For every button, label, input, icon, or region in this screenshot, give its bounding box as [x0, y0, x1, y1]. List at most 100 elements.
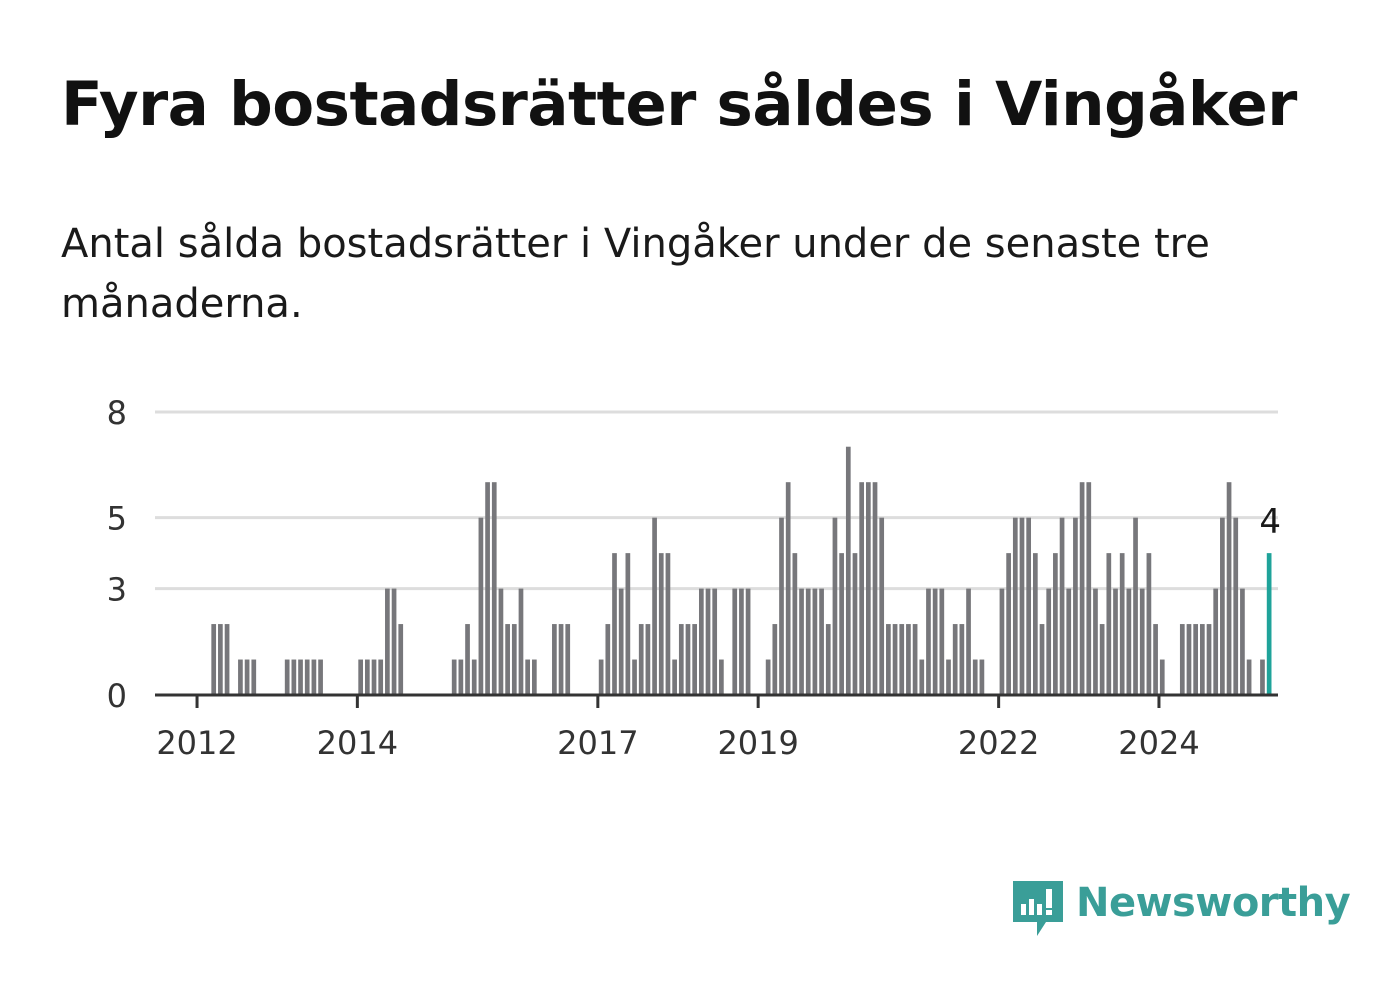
bar: [912, 624, 918, 695]
bar: [1139, 588, 1145, 695]
bar: [605, 624, 611, 695]
bar: [879, 517, 885, 695]
bar: [1039, 624, 1045, 695]
bar: [999, 588, 1005, 695]
labels: 0 3 5 8 2012 2014 2017 2019 2022 2024 4: [107, 394, 1281, 762]
bar: [371, 659, 377, 695]
bar: [672, 659, 677, 695]
highlight-bar: [1266, 553, 1272, 695]
bar: [892, 624, 898, 695]
bar: [1059, 517, 1065, 695]
bar: [899, 624, 905, 695]
bar: [946, 659, 951, 695]
bar: [745, 588, 751, 695]
bar: [1206, 624, 1212, 695]
x-tick-label: 2022: [958, 724, 1039, 762]
bar: [511, 624, 517, 695]
bars: [211, 446, 1272, 695]
bar: [1066, 588, 1072, 695]
bar: [1233, 517, 1239, 695]
x-tick-label: 2014: [317, 724, 398, 762]
bar: [552, 624, 557, 695]
y-tick-label: 8: [107, 394, 127, 432]
bar: [645, 624, 651, 695]
y-tick-label: 3: [107, 571, 127, 609]
bar: [719, 659, 724, 695]
bar: [211, 624, 217, 695]
bar: [478, 517, 484, 695]
bar: [218, 624, 223, 695]
bar: [1153, 624, 1158, 695]
bar: [318, 659, 323, 695]
bar: [1046, 588, 1052, 695]
bar: [618, 588, 624, 695]
bar: [825, 624, 831, 695]
bar: [906, 624, 911, 695]
bar: [485, 482, 490, 695]
bar: [1053, 553, 1058, 695]
bar: [819, 588, 824, 695]
bar: [1260, 659, 1265, 695]
x-tick-label: 2019: [717, 724, 798, 762]
x-tick-label: 2017: [557, 724, 638, 762]
bar: [311, 659, 317, 695]
bar: [1099, 624, 1105, 695]
bar: [1240, 588, 1245, 695]
bar: [658, 553, 664, 695]
bar: [979, 659, 985, 695]
bar: [678, 624, 684, 695]
bar: [525, 659, 531, 695]
bar: [358, 659, 364, 695]
bar: [812, 588, 818, 695]
bar: [244, 659, 250, 695]
bar: [732, 588, 738, 695]
bar: [772, 624, 778, 695]
bar: [1006, 553, 1011, 695]
highlight-value-label: 4: [1259, 502, 1281, 542]
bar: [251, 659, 257, 695]
y-tick-label: 0: [107, 677, 127, 715]
bar: [1186, 624, 1192, 695]
bar: [799, 588, 804, 695]
bar: [1199, 624, 1205, 695]
newsworthy-logo: Newsworthy: [1010, 878, 1351, 942]
bar: [1213, 588, 1219, 695]
bar: [1246, 659, 1252, 695]
bar: [598, 659, 604, 695]
bar: [364, 659, 370, 695]
bar: [832, 517, 838, 695]
bar: [498, 588, 504, 695]
bar: [959, 624, 965, 695]
bar: [458, 659, 464, 695]
bar: [1032, 553, 1038, 695]
bar: [531, 659, 537, 695]
bar: [739, 588, 744, 695]
bar: [304, 659, 310, 695]
bar: [705, 588, 711, 695]
bar: [966, 588, 971, 695]
bar: [518, 588, 524, 695]
bar: [1113, 588, 1118, 695]
bar: [1146, 553, 1152, 695]
bar: [1179, 624, 1185, 695]
bar: [859, 482, 865, 695]
bar: [1079, 482, 1085, 695]
bar: [378, 659, 384, 695]
bar: [398, 624, 404, 695]
bar: [465, 624, 470, 695]
bar: [712, 588, 718, 695]
bar: [1086, 482, 1092, 695]
bar: [224, 624, 230, 695]
bar: [632, 659, 637, 695]
bar: [1026, 517, 1032, 695]
bar: [638, 624, 644, 695]
bar: [385, 588, 390, 695]
bar: [558, 624, 564, 695]
bar: [505, 624, 510, 695]
bar: [1159, 659, 1165, 695]
bar: [886, 624, 891, 695]
bar: [1226, 482, 1232, 695]
x-tick-label: 2024: [1118, 724, 1199, 762]
bar: [1106, 553, 1112, 695]
bar: [865, 482, 871, 695]
